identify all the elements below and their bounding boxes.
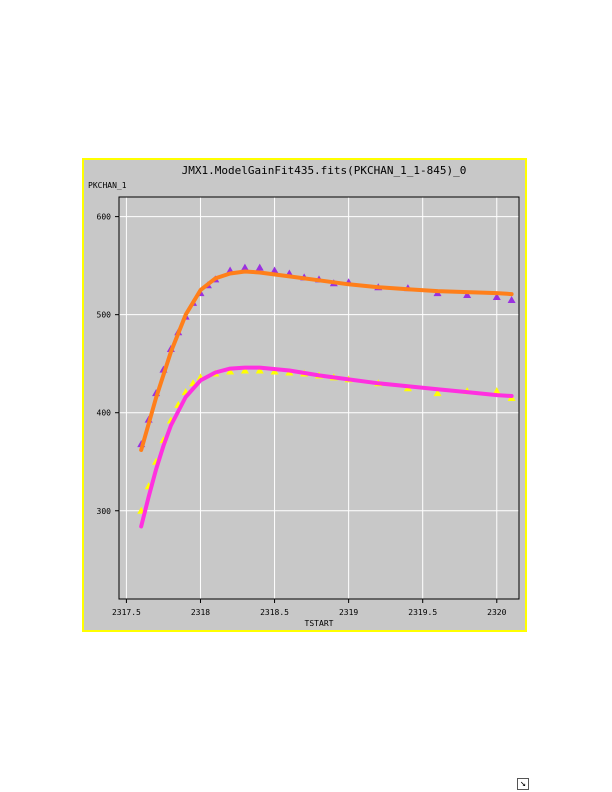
x-tick-label: 2318 [191, 608, 210, 617]
x-tick-label: 2320 [487, 608, 506, 617]
data-point [240, 366, 249, 374]
y-tick-label: 500 [97, 311, 112, 320]
x-tick-label: 2317.5 [112, 608, 141, 617]
data-point [226, 367, 235, 375]
x-tick-label: 2319 [339, 608, 358, 617]
data-point [433, 389, 442, 397]
plot-area [118, 196, 520, 600]
y-tick-label: 400 [97, 409, 112, 418]
data-point [507, 295, 516, 303]
resize-icon[interactable]: ↘ [517, 778, 529, 790]
series-1 [139, 269, 514, 452]
chart: JMX1.ModelGainFit435.fits(PKCHAN_1_1-845… [88, 164, 520, 628]
fit-line [139, 269, 514, 452]
series-3 [139, 365, 514, 529]
chart-title: JMX1.ModelGainFit435.fits(PKCHAN_1_1-845… [182, 164, 467, 177]
fit-line [139, 365, 514, 529]
y-axis-label: PKCHAN_1 [88, 181, 127, 190]
x-axis-label: TSTART [305, 619, 334, 628]
data-point [255, 366, 264, 374]
grid [119, 197, 519, 599]
data-point [255, 263, 264, 271]
axis-ticks: 2317.5 2318 2318.5 2319 2319.5 2320 300 400 500 6… [97, 213, 507, 617]
x-tick-label: 2318.5 [260, 608, 289, 617]
data-series [137, 263, 516, 529]
plot-window: JMX1.ModelGainFit435.fits(PKCHAN_1_1-845… [82, 158, 529, 790]
data-point [270, 266, 279, 274]
data-point [492, 387, 501, 395]
data-point [492, 293, 501, 301]
y-tick-label: 300 [97, 507, 112, 516]
data-point [240, 263, 249, 271]
x-tick-label: 2319.5 [408, 608, 437, 617]
y-tick-label: 600 [97, 213, 112, 222]
data-point [463, 291, 472, 299]
